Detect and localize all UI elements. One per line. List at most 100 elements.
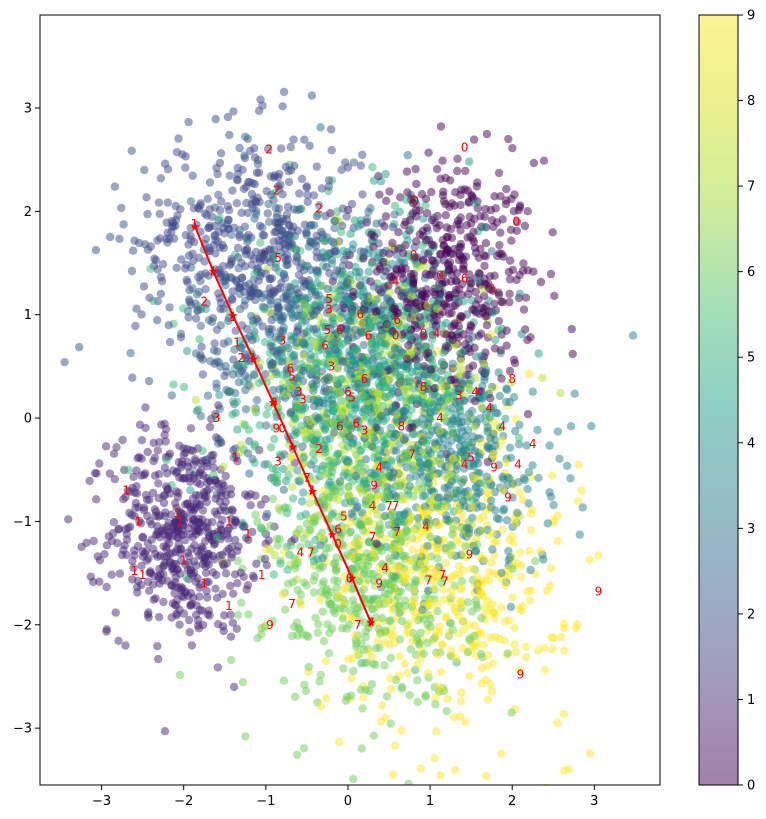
- data-point: [258, 230, 267, 240]
- data-point: [433, 607, 442, 616]
- data-point: [388, 387, 397, 396]
- data-point: [526, 596, 535, 605]
- data-point: [358, 150, 367, 159]
- data-point: [256, 238, 265, 247]
- data-point: [454, 434, 463, 443]
- data-point: [177, 457, 187, 466]
- data-point: [527, 526, 536, 535]
- data-point: [367, 230, 376, 239]
- data-point: [137, 436, 147, 445]
- data-point: [191, 395, 200, 405]
- data-point: [441, 559, 451, 568]
- data-point: [454, 216, 463, 225]
- data-point: [244, 177, 253, 187]
- data-point: [250, 214, 259, 223]
- data-point: [301, 279, 310, 289]
- data-point: [153, 316, 162, 325]
- data-point: [313, 414, 323, 423]
- data-point: [323, 284, 332, 294]
- data-point: [410, 308, 419, 317]
- data-point: [228, 506, 237, 515]
- data-point: [480, 602, 490, 612]
- data-point: [487, 558, 496, 567]
- data-point: [299, 329, 308, 338]
- data-point: [467, 190, 476, 200]
- data-point: [480, 554, 489, 564]
- data-point: [402, 167, 412, 176]
- data-point: [296, 512, 305, 521]
- data-point: [117, 203, 126, 213]
- data-point: [196, 304, 206, 314]
- data-point: [163, 198, 172, 207]
- data-point: [217, 197, 226, 206]
- data-point: [213, 663, 223, 672]
- data-point: [403, 188, 412, 197]
- data-point: [494, 460, 503, 470]
- data-point: [319, 637, 329, 646]
- data-point: [481, 239, 491, 248]
- digit-label: 6: [365, 328, 373, 342]
- data-point: [490, 487, 499, 497]
- data-point: [133, 576, 143, 585]
- data-point: [237, 208, 246, 217]
- data-point: [154, 479, 163, 488]
- data-point: [482, 321, 492, 330]
- data-point: [409, 274, 418, 284]
- data-point: [264, 402, 273, 412]
- digit-label: 6: [393, 313, 401, 327]
- data-point: [468, 332, 477, 341]
- data-point: [557, 632, 566, 642]
- data-point: [352, 642, 361, 651]
- data-point: [144, 376, 154, 386]
- data-point: [304, 540, 313, 549]
- data-point: [128, 373, 137, 382]
- digit-label: 4: [471, 385, 479, 399]
- data-point: [326, 323, 335, 333]
- x-tick-label: 3: [590, 794, 598, 809]
- data-point: [241, 405, 251, 414]
- colorbar-tick-label: 6: [747, 265, 755, 280]
- data-point: [423, 460, 433, 469]
- data-point: [295, 597, 305, 606]
- data-point: [176, 333, 186, 342]
- data-point: [308, 379, 317, 389]
- data-point: [381, 246, 391, 256]
- data-point: [505, 443, 515, 452]
- data-point: [348, 596, 358, 605]
- data-point: [112, 443, 121, 452]
- data-point: [381, 169, 390, 179]
- data-point: [198, 370, 208, 379]
- data-point: [477, 613, 486, 623]
- digit-label: 6: [356, 308, 364, 322]
- data-point: [442, 318, 451, 328]
- data-point: [246, 501, 255, 510]
- x-tick-label: 1: [426, 794, 434, 809]
- data-point: [367, 652, 376, 662]
- data-point: [496, 228, 505, 237]
- data-point: [523, 207, 532, 216]
- data-point: [177, 255, 186, 264]
- data-point: [302, 229, 311, 238]
- data-point: [155, 438, 164, 447]
- data-point: [328, 486, 337, 496]
- data-point: [309, 221, 319, 230]
- data-point: [182, 346, 192, 356]
- data-point: [228, 186, 237, 195]
- data-point: [312, 162, 321, 171]
- digit-label: 8: [508, 372, 516, 386]
- data-point: [155, 234, 165, 243]
- data-point: [451, 276, 461, 285]
- data-point: [102, 541, 112, 550]
- data-point: [533, 646, 543, 655]
- data-point: [487, 496, 496, 505]
- data-point: [540, 665, 550, 674]
- data-point: [344, 375, 353, 385]
- data-point: [496, 346, 505, 355]
- data-point: [243, 492, 253, 501]
- data-point: [323, 590, 332, 599]
- data-point: [298, 442, 307, 451]
- data-point: [90, 469, 100, 478]
- data-point: [221, 361, 230, 371]
- data-point: [480, 261, 489, 271]
- data-point: [273, 297, 282, 307]
